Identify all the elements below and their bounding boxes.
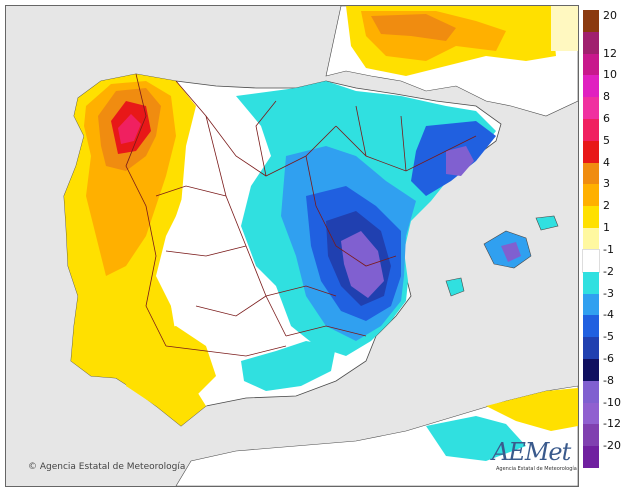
map-frame	[5, 5, 579, 487]
legend-label: 6	[603, 112, 610, 126]
aemet-logo: AEMet Agencia Estatal de Meteorología	[492, 438, 577, 478]
legend-swatch	[583, 184, 599, 207]
africa-cyan-anomaly	[426, 416, 526, 461]
catalonia-violet-core	[446, 146, 474, 176]
legend-label: 20	[603, 9, 617, 22]
legend-label: 5	[603, 133, 610, 147]
legend-label: -20	[603, 439, 621, 453]
legend-swatch	[583, 446, 599, 469]
copyright-text: Agencia Estatal de Meteorología	[39, 462, 186, 472]
legend-label: -6	[603, 351, 614, 365]
legend-label: -4	[603, 308, 614, 322]
legend-swatch	[583, 315, 599, 338]
legend-label: -10	[603, 395, 621, 409]
legend-swatch	[582, 248, 600, 274]
legend-swatch	[583, 53, 599, 76]
france-east-land	[551, 6, 578, 51]
galicia-magenta-core	[118, 114, 141, 144]
legend-swatch	[583, 402, 599, 425]
menorca	[535, 215, 559, 231]
north-africa-landmass	[175, 385, 578, 486]
southeast-cyan-anomaly	[241, 341, 336, 391]
france-strong-anomaly	[371, 14, 456, 41]
mallorca-core	[501, 242, 521, 262]
aemet-logo-word: AEMet	[492, 438, 571, 466]
legend-label: -3	[603, 286, 614, 300]
legend-label: 2	[603, 199, 610, 213]
legend-swatch	[583, 228, 599, 251]
copyright-notice: © Agencia Estatal de Meteorología	[28, 462, 185, 472]
color-scale-legend: 20 12 10 8 6 5 4 3 2 1 -1 -2 -3 -4 -5 -6 -8 -10 -12 -20	[582, 9, 627, 480]
legend-label: 8	[603, 90, 610, 104]
legend-label: -12	[603, 417, 621, 431]
legend-swatch	[583, 75, 599, 98]
temperature-anomaly-map	[6, 6, 578, 486]
ibiza	[445, 277, 465, 297]
legend-swatch	[583, 119, 599, 142]
legend-swatch	[583, 271, 599, 294]
legend-swatch	[583, 380, 599, 404]
legend-swatch	[583, 337, 599, 360]
legend-label: 3	[603, 177, 610, 191]
legend-swatch	[583, 424, 599, 447]
legend-swatch	[583, 140, 599, 164]
legend-label: -8	[603, 373, 614, 387]
aemet-logo-subtitle: Agencia Estatal de Meteorología	[496, 466, 577, 472]
copyright-symbol: ©	[28, 462, 37, 472]
legend-label: 12	[603, 46, 617, 60]
legend-label: 4	[603, 155, 610, 169]
legend-swatch	[583, 358, 599, 382]
legend-swatch	[583, 10, 599, 33]
africa-warm-anomaly	[486, 388, 578, 431]
region-borders	[125, 73, 477, 357]
legend-label: 10	[603, 68, 617, 82]
legend-swatch	[583, 293, 599, 316]
south-warm-anomaly	[126, 326, 216, 406]
legend-label: 1	[603, 221, 610, 235]
legend-label: -1	[603, 242, 614, 256]
legend-label: -5	[603, 330, 614, 344]
east-violet-core	[341, 231, 384, 298]
legend-swatch	[583, 206, 599, 229]
legend-swatch	[583, 162, 599, 185]
legend-swatch	[583, 31, 599, 55]
legend-swatch	[583, 97, 599, 120]
legend-label: -2	[603, 264, 614, 278]
